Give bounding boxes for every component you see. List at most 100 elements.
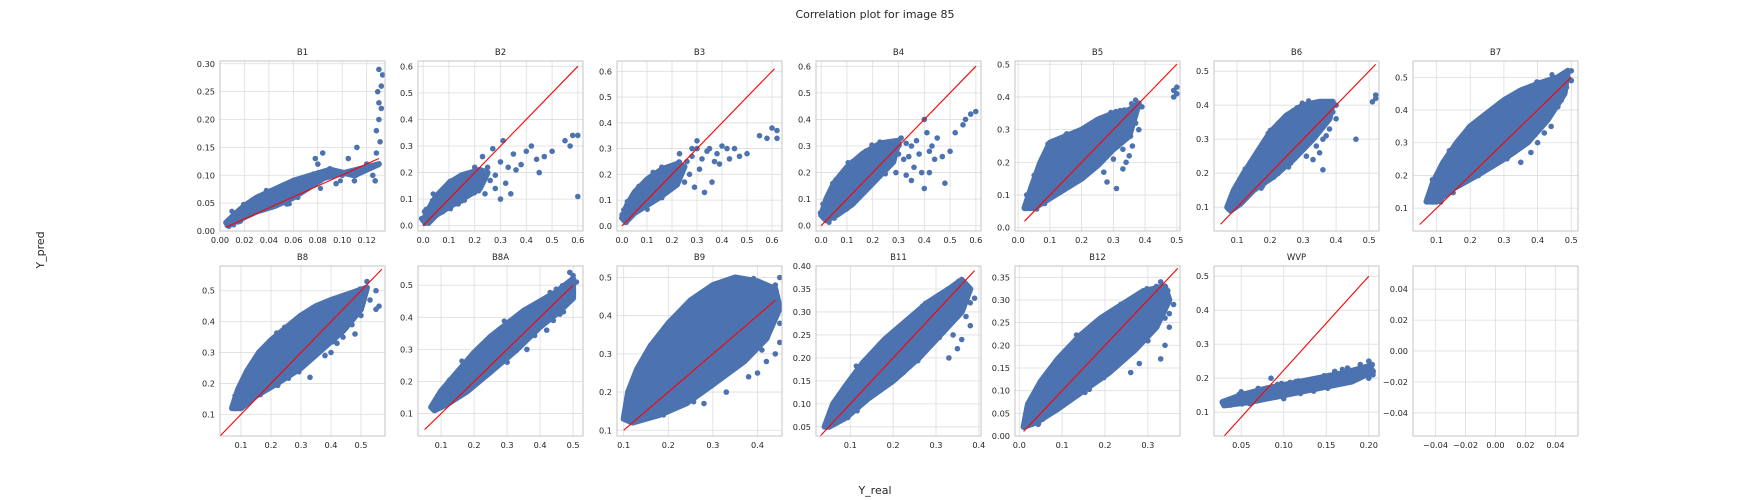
x-tick-label: 0.1: [1231, 235, 1244, 245]
data-point: [1153, 283, 1160, 290]
data-point: [921, 185, 928, 192]
data-point: [690, 303, 696, 309]
data-point: [319, 150, 326, 156]
subplot-title: WVP: [1287, 253, 1306, 263]
data-point: [763, 358, 770, 365]
data-point: [621, 207, 628, 213]
data-point: [1539, 99, 1545, 105]
data-point: [1070, 164, 1076, 170]
data-point: [903, 366, 910, 372]
data-point: [1128, 330, 1134, 336]
data-point: [523, 310, 529, 316]
data-point: [1518, 159, 1524, 166]
x-tick-label: 0.3: [706, 440, 719, 450]
data-point: [820, 201, 826, 207]
y-tick-label: 0.5: [400, 88, 413, 98]
data-point: [860, 362, 866, 368]
y-tick-label: 0.5: [599, 272, 612, 282]
data-point: [484, 164, 491, 171]
data-point: [1434, 177, 1440, 183]
data-point: [1310, 131, 1316, 137]
data-point: [720, 325, 726, 331]
x-tick-label: 0.2: [1075, 235, 1088, 245]
data-point: [331, 308, 337, 315]
data-point: [915, 358, 921, 364]
data-point: [504, 359, 510, 366]
data-point: [1476, 173, 1482, 179]
data-point: [376, 116, 382, 123]
data-point: [894, 145, 901, 152]
data-point: [1366, 358, 1372, 365]
data-point: [826, 204, 832, 211]
data-point: [1310, 156, 1316, 163]
data-point: [826, 219, 832, 225]
data-point: [354, 144, 360, 151]
data-point: [701, 400, 707, 407]
data-point: [1165, 288, 1171, 294]
y-tick-label: 0.4: [599, 311, 612, 321]
data-point: [477, 169, 483, 176]
data-point: [344, 311, 350, 317]
data-point: [1278, 380, 1284, 386]
data-point: [272, 194, 278, 201]
data-point: [960, 122, 966, 128]
data-point: [931, 156, 938, 163]
data-point: [710, 363, 716, 369]
data-point: [673, 182, 680, 188]
data-point: [697, 295, 703, 301]
data-point: [726, 156, 733, 162]
x-tick-label: 0.6: [765, 235, 778, 245]
data-point: [1083, 126, 1089, 132]
data-point: [1107, 144, 1113, 150]
y-tick-label: 0.4: [798, 114, 811, 124]
data-point: [830, 180, 836, 186]
data-point: [853, 185, 859, 191]
data-point: [482, 191, 488, 197]
data-point: [355, 171, 361, 177]
data-point: [905, 317, 911, 323]
y-tick-label: 0.35: [793, 284, 811, 294]
x-tick-label: 0.4: [972, 440, 985, 450]
data-point: [636, 183, 642, 189]
data-point: [540, 307, 546, 313]
data-point: [1275, 170, 1281, 177]
data-point: [1448, 183, 1454, 190]
data-point: [1332, 368, 1338, 375]
data-point: [1131, 348, 1137, 354]
data-point: [1261, 165, 1267, 171]
data-point: [1281, 127, 1287, 133]
data-point: [1568, 68, 1575, 74]
data-point: [843, 384, 849, 390]
data-point: [687, 308, 693, 314]
data-point: [472, 187, 478, 193]
data-point: [624, 198, 630, 205]
data-point: [244, 372, 250, 378]
data-point: [1438, 163, 1444, 170]
y-tick-label: 0.2: [997, 157, 1010, 167]
data-point: [706, 145, 713, 152]
data-point: [549, 296, 555, 302]
y-tick-label: 0.1: [400, 194, 413, 204]
data-point: [1313, 113, 1319, 119]
subplot: 0.0 0.1 0.2 0.3 0.4 0.5 0.6 0.0 0.1 0.2 0.3 0.4 0.5 0…: [400, 48, 584, 245]
data-point: [527, 333, 533, 339]
data-point: [518, 324, 525, 330]
data-point: [845, 159, 851, 166]
data-point: [824, 419, 830, 425]
data-point: [312, 155, 319, 162]
data-point: [1518, 94, 1524, 100]
data-point: [667, 163, 674, 169]
figure-xlabel: Y_real: [857, 484, 891, 497]
data-point: [453, 176, 459, 182]
data-point: [913, 137, 920, 144]
data-point: [660, 192, 666, 198]
data-point: [694, 138, 700, 144]
y-tick-label: 0.00: [992, 431, 1010, 441]
data-point: [535, 302, 541, 308]
data-point: [567, 280, 574, 286]
data-point: [1499, 134, 1506, 140]
axes-frame: [219, 265, 386, 437]
data-point: [428, 206, 434, 212]
data-point: [696, 166, 703, 172]
